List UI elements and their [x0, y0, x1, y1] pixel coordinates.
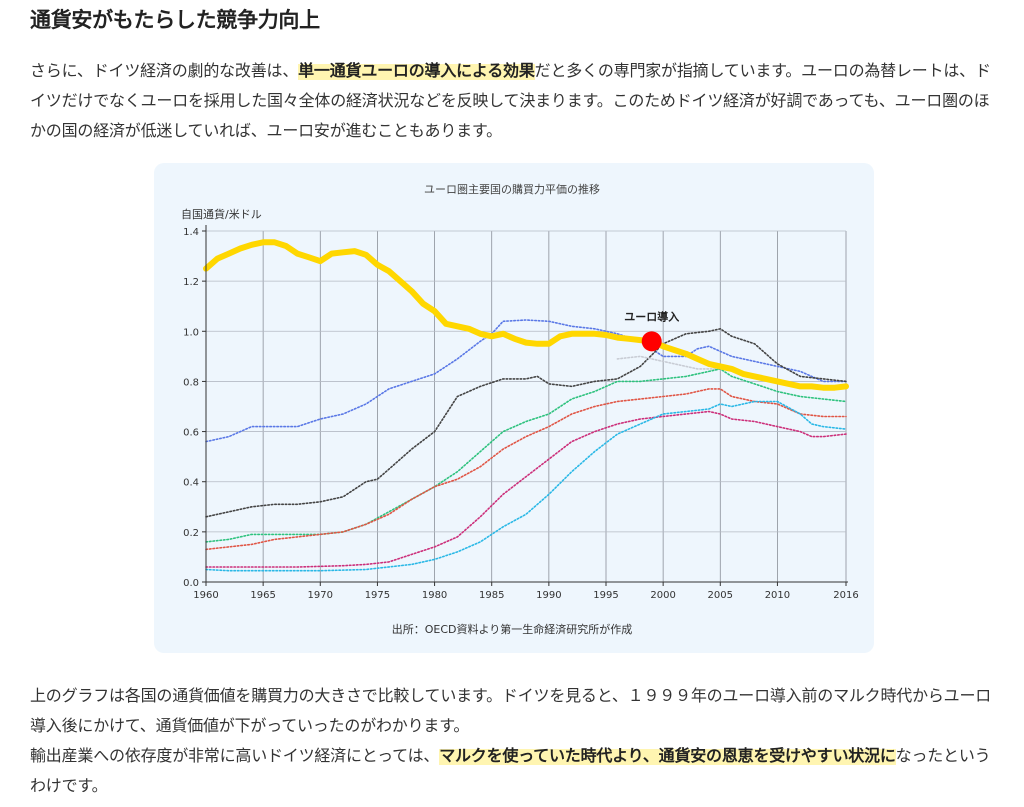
y-tick-label: 0.4 [183, 478, 199, 489]
x-tick-label: 2005 [708, 590, 733, 601]
x-tick-label: 2010 [765, 590, 790, 601]
x-tick-label: 1995 [593, 590, 618, 601]
intro-highlight: 単一通貨ユーロの導入による効果 [298, 61, 535, 80]
x-tick-label: 2016 [833, 590, 858, 601]
intro-paragraph: さらに、ドイツ経済の劇的な改善は、単一通貨ユーロの導入による効果だと多くの専門家… [30, 56, 1005, 146]
series-line-blue [205, 319, 847, 443]
x-tick-label: 1965 [250, 590, 275, 601]
ppp-line-chart: ユーロ圏主要国の購買力平価の推移 自国通貨/米ドル 1960 1965 1970 19… [181, 182, 859, 636]
euro-adoption-label: ユーロ導入 [624, 309, 679, 323]
series-line-green [205, 368, 847, 543]
y-tick-label: 0.2 [183, 528, 199, 539]
intro-text-1: さらに、ドイツ経済の劇的な改善は、 [30, 61, 299, 80]
intro-text-2: だと多くの専門家が指摘しています。ユーロの為替レートは、ドイツだけでなくユーロを… [30, 61, 991, 140]
y-tick-label: 0.8 [183, 377, 199, 388]
series-line-black [205, 328, 847, 518]
chart-figure: ユーロ圏主要国の購買力平価の推移 自国通貨/米ドル 1960 1965 1970 19… [154, 163, 874, 653]
y-tick-label: 0.6 [183, 428, 199, 439]
x-tick-label: 1990 [536, 590, 561, 601]
chart-annotation: ユーロ導入 [624, 309, 679, 352]
series-line-lightgray [616, 355, 722, 370]
analysis-paragraph: 上のグラフは各国の通貨価値を購買力の大きさで比較しています。ドイツを見ると、１９… [30, 681, 1005, 801]
series-line-magenta [205, 410, 847, 568]
y-tick-label: 0.0 [183, 578, 199, 589]
x-tick-label: 1975 [365, 590, 390, 601]
analysis-text-2: 輸出産業への依存度が非常に高いドイツ経済にとっては、 [30, 746, 440, 765]
x-tick-label: 1985 [479, 590, 504, 601]
section-heading: 通貨安がもたらした競争力向上 [30, 8, 320, 32]
chart-y-axis-label: 自国通貨/米ドル [181, 207, 262, 221]
x-tick-label: 1980 [422, 590, 447, 601]
y-tick-label: 1.4 [183, 227, 199, 238]
chart-series-group [203, 239, 849, 572]
x-tick-label: 1960 [193, 590, 218, 601]
series-line-red [205, 388, 847, 551]
analysis-line-2: 輸出産業への依存度が非常に高いドイツ経済にとっては、マルクを使っていた時代より、… [30, 741, 1005, 801]
x-tick-label: 2000 [650, 590, 675, 601]
chart-axes: 1960 1965 1970 1975 1980 1985 1990 1995 2000 2005… [183, 225, 859, 601]
y-tick-label: 1.0 [183, 327, 199, 338]
y-tick-label: 1.2 [183, 277, 199, 288]
chart-grid [205, 230, 847, 583]
chart-source-note: 出所：OECD資料より第一生命経済研究所が作成 [392, 622, 633, 636]
x-tick-label: 1970 [308, 590, 333, 601]
analysis-highlight: マルクを使っていた時代より、通貨安の恩恵を受けやすい状況に [439, 746, 896, 765]
analysis-text-3: なったというわけです。 [30, 746, 991, 795]
series-line-germany [203, 239, 849, 391]
chart-title: ユーロ圏主要国の購買力平価の推移 [424, 182, 600, 196]
analysis-text-1: 上のグラフは各国の通貨価値を購買力の大きさで比較しています。ドイツを見ると、１９… [30, 686, 992, 735]
euro-adoption-marker [641, 331, 662, 352]
series-line-cyan [205, 400, 847, 572]
